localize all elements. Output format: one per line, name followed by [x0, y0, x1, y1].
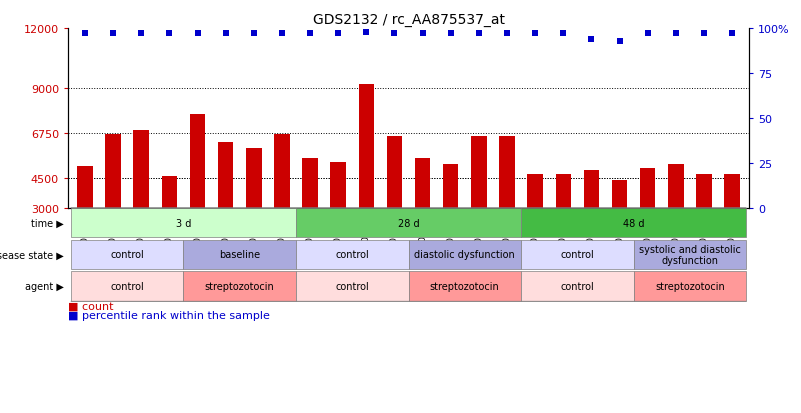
Bar	[640, 169, 655, 268]
Bar	[359, 85, 374, 268]
Bar	[724, 174, 740, 268]
Point	[78, 31, 91, 38]
Point	[107, 31, 119, 38]
Point	[726, 31, 739, 38]
Bar	[387, 136, 402, 268]
Bar	[584, 170, 599, 268]
Bar	[274, 135, 290, 268]
Title: GDS2132 / rc_AA875537_at: GDS2132 / rc_AA875537_at	[312, 12, 505, 26]
Text: control: control	[561, 282, 594, 292]
Point	[670, 31, 682, 38]
Point	[219, 31, 232, 38]
Point	[529, 31, 541, 38]
Text: disease state ▶: disease state ▶	[0, 250, 64, 260]
Text: control: control	[111, 282, 144, 292]
Bar	[106, 135, 121, 268]
Text: control: control	[561, 250, 594, 260]
Point	[276, 31, 288, 38]
Bar	[302, 158, 318, 268]
Text: control: control	[336, 282, 369, 292]
Text: diastolic dysfunction: diastolic dysfunction	[414, 250, 515, 260]
Text: 28 d: 28 d	[398, 218, 419, 228]
Bar	[499, 136, 515, 268]
Text: systolic and diastolic
dysfunction: systolic and diastolic dysfunction	[639, 244, 741, 266]
Point	[332, 31, 344, 38]
Bar	[77, 166, 93, 268]
Point	[501, 31, 513, 38]
Point	[191, 31, 204, 38]
Text: baseline: baseline	[219, 250, 260, 260]
Point	[360, 29, 372, 36]
Text: ■ percentile rank within the sample: ■ percentile rank within the sample	[68, 310, 270, 320]
Point	[248, 31, 260, 38]
Text: control: control	[336, 250, 369, 260]
Point	[445, 31, 457, 38]
Bar	[443, 164, 458, 268]
Text: streptozotocin: streptozotocin	[655, 282, 725, 292]
Text: ■ count: ■ count	[68, 301, 114, 311]
Point	[304, 31, 316, 38]
Text: streptozotocin: streptozotocin	[430, 282, 500, 292]
Bar	[612, 180, 627, 268]
Text: control: control	[111, 250, 144, 260]
Bar	[696, 174, 711, 268]
Point	[163, 31, 175, 38]
Bar	[134, 131, 149, 268]
Point	[585, 36, 598, 43]
Bar	[668, 164, 683, 268]
Text: agent ▶: agent ▶	[25, 282, 64, 292]
Point	[698, 31, 710, 38]
Bar	[162, 176, 177, 268]
Text: time ▶: time ▶	[31, 218, 64, 228]
Bar	[415, 158, 430, 268]
Bar	[331, 162, 346, 268]
Point	[388, 31, 400, 38]
Bar	[471, 136, 486, 268]
Text: 3 d: 3 d	[175, 218, 191, 228]
Point	[557, 31, 570, 38]
Point	[613, 38, 626, 45]
Bar	[218, 142, 233, 268]
Bar	[556, 174, 571, 268]
Point	[417, 31, 429, 38]
Bar	[246, 148, 261, 268]
Text: streptozotocin: streptozotocin	[205, 282, 275, 292]
Point	[642, 31, 654, 38]
Bar	[527, 174, 543, 268]
Bar	[190, 114, 205, 268]
Text: 48 d: 48 d	[623, 218, 644, 228]
Point	[135, 31, 147, 38]
Point	[473, 31, 485, 38]
